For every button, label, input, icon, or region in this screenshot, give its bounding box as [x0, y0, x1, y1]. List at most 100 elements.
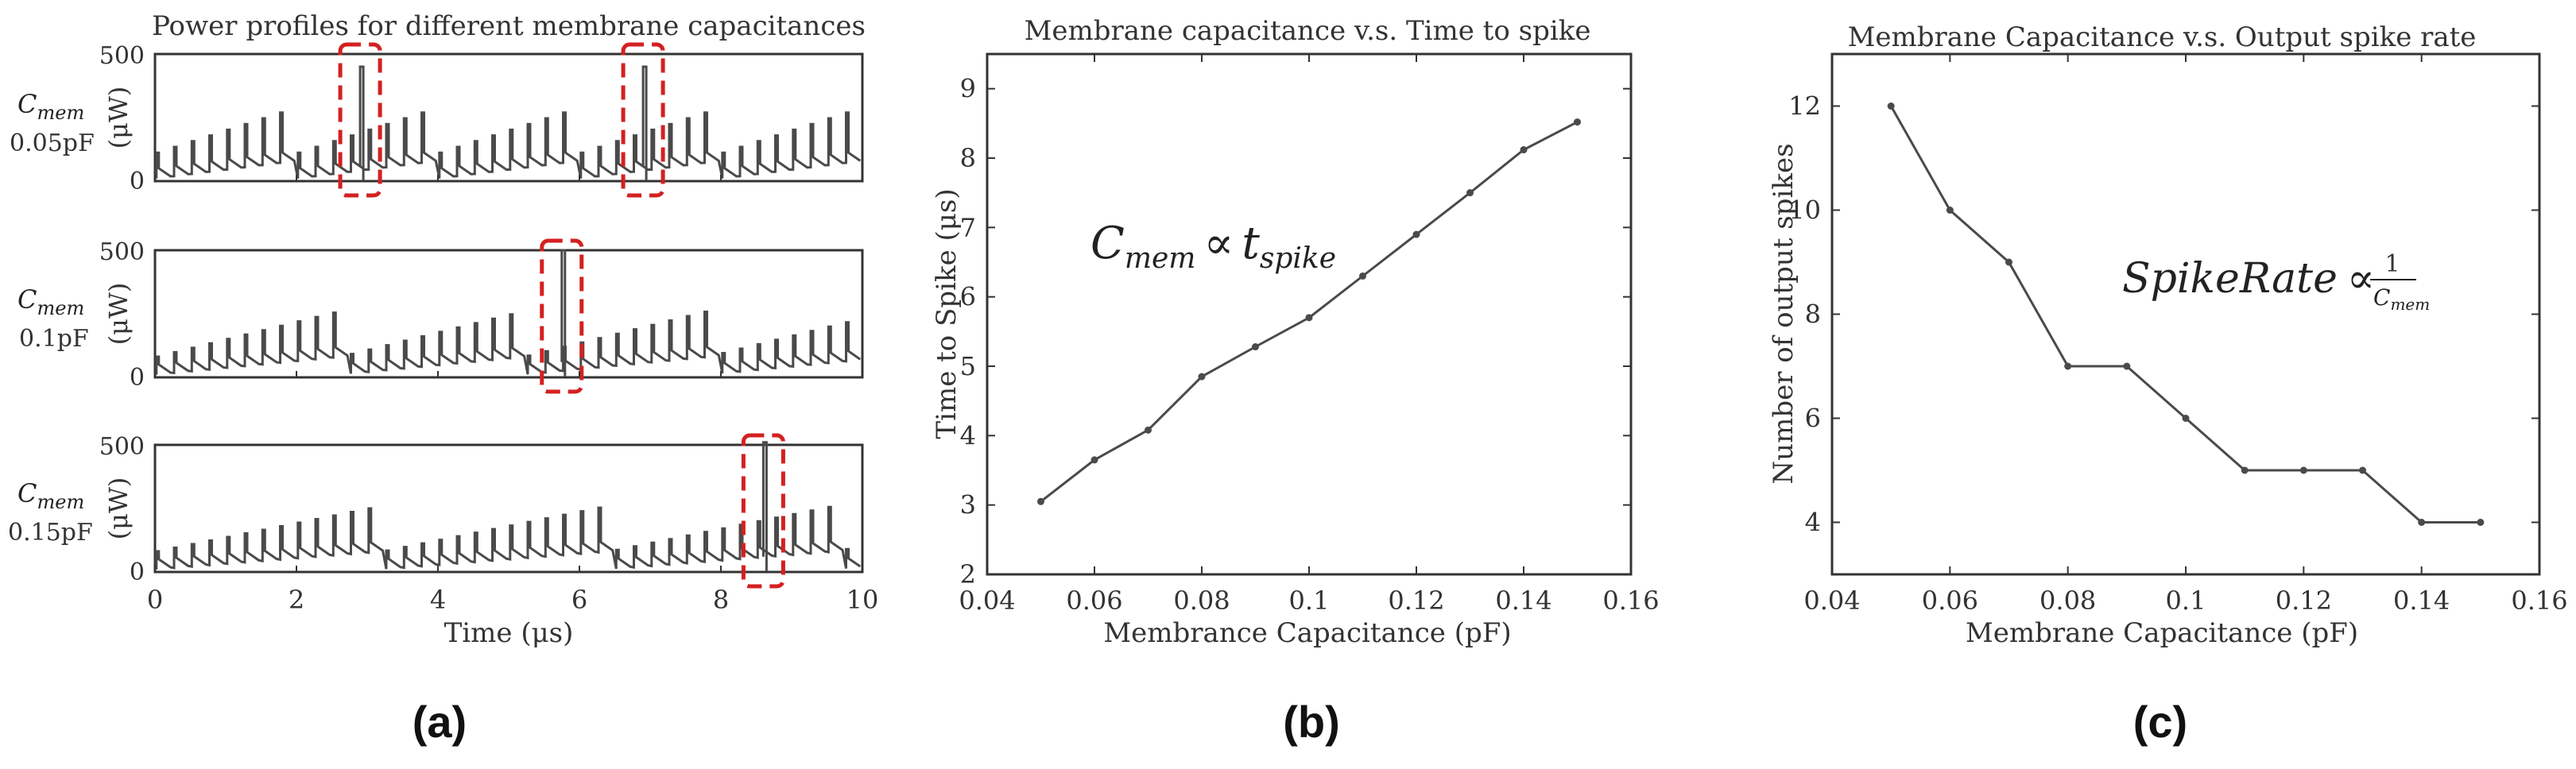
panel-b-ytick-label: 7: [960, 212, 976, 242]
subplot-3-cap-value: 0.15pF: [8, 519, 93, 547]
subplot-1-spike-highlights: [154, 42, 863, 198]
panel-c-ytick-label: 4: [1805, 508, 1821, 538]
panel-c-data-point: [2123, 362, 2131, 370]
panel-a-xtick-label: 2: [289, 585, 304, 615]
panel-a-xlabel: Time (μs): [444, 617, 574, 649]
panel-c-title: Membrane Capacitance v.s. Output spike r…: [1848, 21, 2477, 53]
panel-c-ytick-label: 10: [1788, 195, 1821, 226]
panel-a-xtick-label: 0: [147, 585, 163, 615]
panel-c-xtick-label: 0.14: [2393, 585, 2450, 616]
panel-a-title: Power profiles for different membrane ca…: [152, 10, 866, 42]
panel-c-xlabel: Membrane Capacitance (pF): [1966, 617, 2358, 649]
panel-c-annotation-numerator: 1: [2384, 250, 2400, 278]
subplot-3-power-trace: [155, 441, 862, 571]
subplot-2-ylabel: (μW): [103, 283, 134, 346]
panel-c-data-point: [2182, 415, 2190, 422]
panel-b-xtick-label: 0.16: [1602, 585, 1659, 616]
subplot-3-ytick-500: 500: [99, 433, 145, 461]
subplot-3-ytick-0: 0: [130, 558, 145, 586]
subplot-1-axes-box: [153, 52, 864, 183]
panel-c-annotation-denominator: Cmem: [2373, 284, 2430, 314]
subplot-2-axes-box: [153, 249, 864, 379]
panel-b-ylabel: Time to Spike (μs): [931, 188, 963, 439]
panel-b-xtick-label: 0.08: [1173, 585, 1230, 616]
subplot-3-axes-box: [153, 443, 864, 574]
panel-c-data-point: [2359, 466, 2366, 474]
subplot-2-power-trace: [155, 249, 862, 377]
panel-b-data-point: [1574, 118, 1581, 126]
panel-b-xtick-label: 0.12: [1388, 585, 1444, 616]
panel-c-series-line: [1889, 105, 2481, 524]
panel-a-xtick-label: 10: [846, 585, 879, 615]
subplot-2-cap-symbol: Cmem: [17, 284, 84, 319]
panel-b-data-point: [1090, 456, 1098, 464]
panel-b-xtick-label: 0.04: [959, 585, 1015, 616]
spike-highlight-box: [741, 433, 785, 589]
spike-highlight-box: [338, 42, 382, 198]
panel-b-data-point: [1520, 146, 1528, 154]
panel-a-xtick-label: 4: [430, 585, 446, 615]
subplot-1-ylabel: (μW): [103, 87, 134, 149]
subplot-1-ytick-0: 0: [130, 168, 145, 195]
panel-b-ytick-label: 3: [960, 490, 976, 520]
panel-b-ytick-label: 2: [960, 559, 976, 589]
panel-b-title: Membrane capacitance v.s. Time to spike: [1025, 15, 1591, 47]
panel-a-label: (a): [413, 697, 467, 747]
panel-b-data-point: [1145, 426, 1152, 434]
subplot-1-power-trace: [155, 65, 862, 180]
panel-b-xtick-label: 0.06: [1066, 585, 1122, 616]
panel-b-ticks: 0.04 0.06 0.08 0.1 0.12 0.14 0.16 2 3 4 5 6 7 8 9: [959, 54, 1660, 616]
panel-a-subplot-3: 500 0 (μW) Cmem 0.15pF: [8, 433, 864, 589]
panel-b-annotation: Cmem ∝ tspike: [1090, 218, 1336, 275]
panel-c-data-point: [1946, 207, 1954, 214]
subplot-3-cap-symbol: Cmem: [17, 478, 84, 513]
subplot-3-spike-highlights: [154, 433, 863, 589]
panel-b-data-point: [1359, 272, 1366, 280]
subplot-1-ytick-500: 500: [99, 42, 145, 70]
panel-b-data-point: [1412, 230, 1420, 238]
panel-a-xtick-label: 8: [713, 585, 729, 615]
panel-b: Membrane capacitance v.s. Time to spike …: [931, 15, 1660, 747]
panel-b-ytick-label: 5: [960, 351, 976, 381]
panel-c-data-point: [2418, 519, 2426, 526]
spike-highlight-box: [621, 42, 665, 198]
panel-c-xtick-label: 0.06: [1922, 585, 1978, 616]
panel-b-ytick-label: 6: [960, 282, 976, 312]
panel-c-ticks: 0.04 0.06 0.08 0.1 0.12 0.14 0.16 4 6 8 10 12: [1788, 54, 2568, 616]
panel-c-axes-box: [1830, 52, 2541, 576]
panel-c-xtick-label: 0.16: [2511, 585, 2567, 616]
panel-b-ytick-label: 4: [960, 420, 976, 450]
panel-b-ytick-label: 9: [960, 74, 976, 104]
subplot-1-cap-symbol: Cmem: [17, 89, 84, 124]
panel-c-annotation: SpikeRate ∝ 1 Cmem: [2122, 250, 2430, 314]
panel-b-xlabel: Membrance Capacitance (pF): [1103, 617, 1511, 649]
panel-c-data-point: [1887, 102, 1895, 110]
panel-a-xticks: 0 2 4 6 8 10: [147, 585, 879, 615]
panel-c-ytick-label: 12: [1788, 91, 1821, 122]
panel-b-data-point: [1037, 497, 1044, 505]
panel-c: Membrane Capacitance v.s. Output spike r…: [1768, 21, 2568, 747]
panel-c-data-point: [2299, 466, 2307, 474]
panel-b-series-line: [1040, 121, 1579, 503]
panel-b-data-point: [1305, 314, 1313, 322]
panel-c-data-point: [2477, 519, 2485, 526]
panel-c-data-point: [2241, 466, 2249, 474]
panel-c-xtick-label: 0.04: [1803, 585, 1860, 616]
panel-a-subplot-1: 500 0 (μW) Cmem 0.05pF: [10, 42, 864, 198]
subplot-2-spike-highlights: [154, 238, 863, 394]
panel-c-annotation-lhs: SpikeRate ∝: [2122, 255, 2375, 303]
spike-highlight-box: [540, 238, 584, 394]
subplot-1-cap-value: 0.05pF: [10, 129, 95, 157]
panel-a-subplot-2: 500 0 (μW) Cmem 0.1pF: [17, 238, 864, 394]
panel-c-xtick-label: 0.12: [2276, 585, 2332, 616]
panel-c-data-point: [2005, 258, 2012, 266]
panel-b-xtick-label: 0.1: [1289, 585, 1330, 616]
panel-c-ytick-label: 8: [1805, 299, 1821, 330]
panel-c-points: [1887, 102, 2485, 526]
subplot-3-ylabel: (μW): [103, 477, 134, 540]
subplot-2-cap-value: 0.1pF: [19, 325, 89, 353]
panel-c-ytick-label: 6: [1805, 404, 1821, 434]
panel-b-data-point: [1466, 189, 1474, 197]
panel-c-data-point: [2064, 362, 2072, 370]
panel-a-xtick-label: 6: [571, 585, 587, 615]
